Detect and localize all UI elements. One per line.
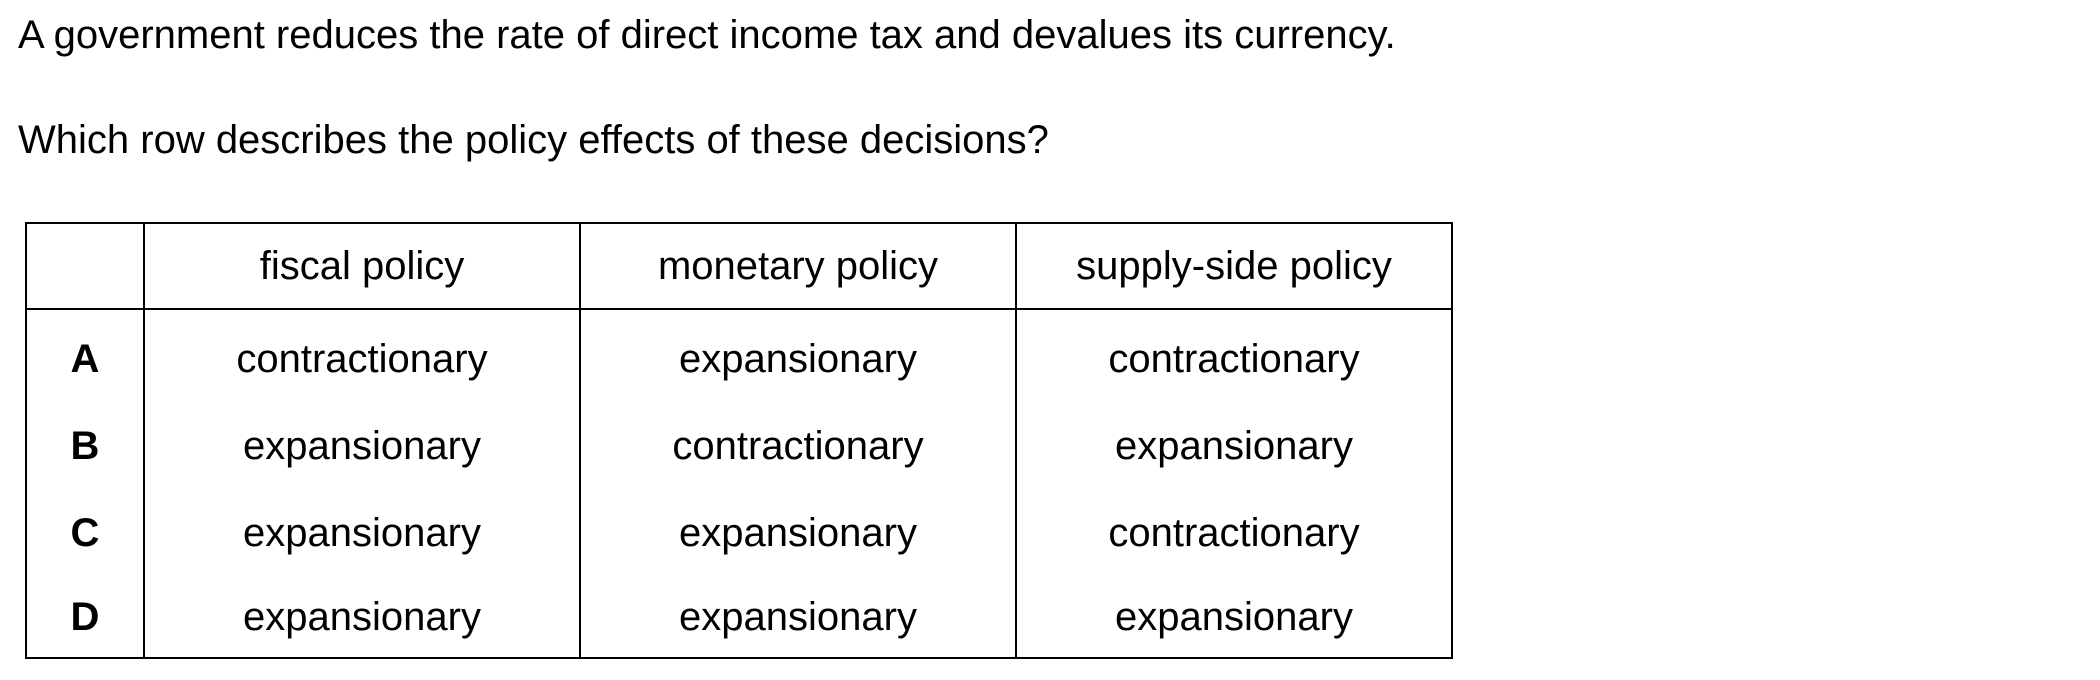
header-cell-empty xyxy=(25,222,145,310)
monetary-cell: expansionary xyxy=(579,490,1017,577)
supply-side-cell: expansionary xyxy=(1015,577,1453,659)
row-letter: A xyxy=(25,309,145,403)
row-letter: C xyxy=(25,490,145,577)
fiscal-cell: expansionary xyxy=(143,490,581,577)
supply-side-cell: contractionary xyxy=(1015,490,1453,577)
monetary-cell: contractionary xyxy=(579,403,1017,490)
header-row: fiscal policy monetary policy supply-sid… xyxy=(25,222,1453,310)
monetary-cell: expansionary xyxy=(579,309,1017,403)
header-fiscal-policy: fiscal policy xyxy=(143,222,581,310)
table-row: D expansionary expansionary expansionary xyxy=(25,577,1453,659)
row-letter: B xyxy=(25,403,145,490)
table-row: A contractionary expansionary contractio… xyxy=(25,309,1453,403)
header-supply-side-policy: supply-side policy xyxy=(1015,222,1453,310)
header-monetary-policy: monetary policy xyxy=(579,222,1017,310)
monetary-cell: expansionary xyxy=(579,577,1017,659)
row-letter: D xyxy=(25,577,145,659)
fiscal-cell: expansionary xyxy=(143,403,581,490)
options-table: fiscal policy monetary policy supply-sid… xyxy=(25,222,1453,659)
supply-side-cell: expansionary xyxy=(1015,403,1453,490)
fiscal-cell: contractionary xyxy=(143,309,581,403)
question-stem: A government reduces the rate of direct … xyxy=(18,13,1396,57)
supply-side-cell: contractionary xyxy=(1015,309,1453,403)
fiscal-cell: expansionary xyxy=(143,577,581,659)
question-prompt: Which row describes the policy effects o… xyxy=(18,118,1049,162)
table-row: C expansionary expansionary contractiona… xyxy=(25,490,1453,577)
table-row: B expansionary contractionary expansiona… xyxy=(25,403,1453,490)
